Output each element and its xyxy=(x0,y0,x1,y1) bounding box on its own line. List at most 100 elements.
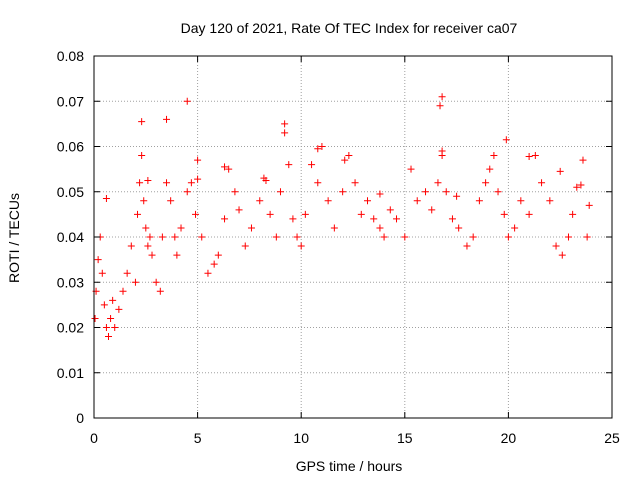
data-point xyxy=(504,233,512,241)
data-point xyxy=(183,188,191,196)
axis-ticks: 0 5 10 15 20 25 0 0.01 0.02 0.03 0.04 0.05 0.06 0.07 0… xyxy=(57,48,620,446)
data-point xyxy=(247,224,255,232)
x-tick-label: 0 xyxy=(90,430,98,446)
data-point xyxy=(111,324,119,331)
data-point xyxy=(171,233,179,241)
x-tick-label: 25 xyxy=(604,430,620,446)
data-point xyxy=(276,188,284,196)
data-point xyxy=(438,93,446,101)
data-point xyxy=(148,251,156,259)
data-point xyxy=(486,165,494,173)
data-point xyxy=(579,156,587,164)
y-tick-label: 0.02 xyxy=(57,320,84,336)
x-tick-label: 10 xyxy=(293,430,309,446)
data-point xyxy=(225,165,233,173)
data-point xyxy=(134,210,142,218)
data-point xyxy=(144,242,152,250)
data-point xyxy=(156,287,164,295)
data-point xyxy=(376,190,384,198)
data-point xyxy=(163,115,171,123)
x-tick-label: 20 xyxy=(501,430,517,446)
data-point xyxy=(297,242,305,250)
data-point xyxy=(558,251,566,259)
data-point xyxy=(531,152,539,160)
data-point xyxy=(131,278,139,286)
data-point xyxy=(500,210,508,218)
data-point xyxy=(564,233,572,241)
data-point xyxy=(469,233,477,241)
data-point xyxy=(525,210,533,218)
data-point xyxy=(183,97,191,105)
data-point xyxy=(136,179,144,187)
data-point xyxy=(324,197,332,205)
y-tick-label: 0.03 xyxy=(57,274,84,290)
data-point xyxy=(204,269,212,277)
data-point xyxy=(490,152,498,160)
data-point xyxy=(502,136,510,144)
x-axis-label: GPS time / hours xyxy=(296,458,403,474)
data-point xyxy=(221,215,229,223)
data-point xyxy=(262,176,270,184)
data-point xyxy=(163,179,171,187)
data-point xyxy=(438,147,446,155)
data-point xyxy=(138,152,146,160)
data-point xyxy=(556,167,564,175)
data-point xyxy=(266,210,274,218)
data-point xyxy=(314,179,322,187)
data-point xyxy=(123,269,131,277)
data-point xyxy=(585,201,593,209)
data-point xyxy=(293,233,301,241)
data-point xyxy=(177,224,185,232)
y-tick-label: 0.05 xyxy=(57,184,84,200)
data-point xyxy=(231,188,239,196)
data-point xyxy=(140,197,148,205)
y-tick-label: 0.06 xyxy=(57,139,84,155)
data-point xyxy=(364,197,372,205)
data-point xyxy=(442,188,450,196)
data-point xyxy=(221,163,229,171)
data-point xyxy=(434,179,442,187)
data-point xyxy=(380,233,388,241)
x-tick-label: 5 xyxy=(194,430,202,446)
data-point xyxy=(525,152,533,160)
data-point xyxy=(241,242,249,250)
data-point xyxy=(285,161,293,169)
data-point xyxy=(119,287,127,295)
y-tick-label: 0.04 xyxy=(57,229,84,245)
chart-title: Day 120 of 2021, Rate Of TEC Index for r… xyxy=(181,20,518,36)
data-point xyxy=(407,165,415,173)
data-point xyxy=(436,102,444,110)
data-point xyxy=(115,305,123,313)
data-point xyxy=(102,195,110,203)
data-point xyxy=(341,156,349,164)
data-point xyxy=(453,192,461,200)
data-point xyxy=(301,210,309,218)
data-point xyxy=(511,224,519,232)
data-point xyxy=(428,206,436,214)
data-point xyxy=(281,129,289,137)
data-point xyxy=(146,233,154,241)
data-point xyxy=(517,197,525,205)
x-tick-label: 15 xyxy=(397,430,413,446)
data-point xyxy=(194,175,202,183)
data-point xyxy=(318,143,326,150)
data-point xyxy=(573,183,581,191)
data-point xyxy=(376,224,384,232)
y-tick-label: 0.07 xyxy=(57,93,84,109)
data-points xyxy=(91,93,593,341)
data-point xyxy=(357,210,365,218)
data-point xyxy=(475,197,483,205)
data-point xyxy=(583,233,591,241)
data-point xyxy=(158,233,166,241)
data-point xyxy=(339,188,347,196)
data-point xyxy=(187,179,195,187)
data-point xyxy=(214,251,222,259)
data-point xyxy=(107,314,115,322)
data-point xyxy=(422,188,430,196)
data-point xyxy=(102,324,110,331)
data-point xyxy=(256,197,264,205)
data-point xyxy=(386,206,394,214)
data-point xyxy=(100,301,108,309)
data-point xyxy=(272,233,280,241)
